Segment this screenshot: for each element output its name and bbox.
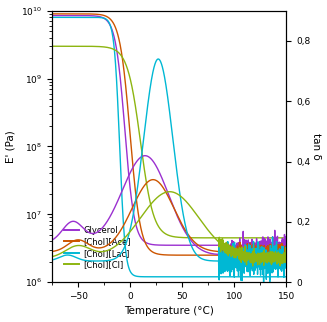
X-axis label: Temperature (°C): Temperature (°C) [124,307,214,317]
Legend: Glycerol, [Chol][Ace], [Chol][Lac], [Chol][Cl]: Glycerol, [Chol][Ace], [Chol][Lac], [Cho… [61,223,134,272]
Y-axis label: E' (Pa): E' (Pa) [6,130,16,163]
Y-axis label: tan δ: tan δ [311,133,321,160]
